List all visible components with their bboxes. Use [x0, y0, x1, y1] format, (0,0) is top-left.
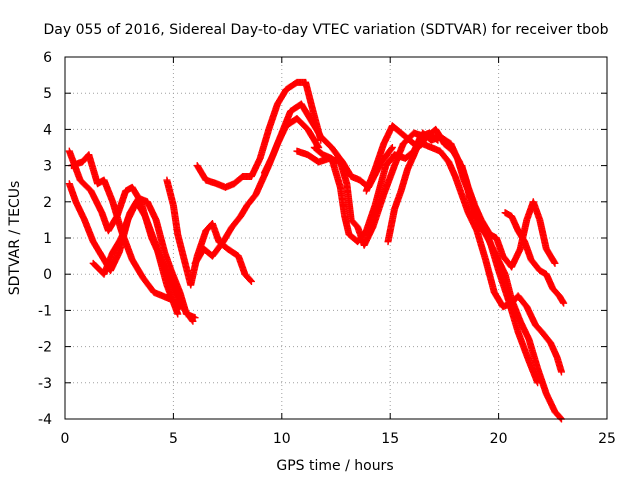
x-tick-label: 10	[273, 431, 291, 447]
y-tick-label: -2	[38, 340, 52, 356]
y-tick-label: 3	[43, 159, 52, 175]
y-axis-label: SDTVAR / TECUs	[7, 181, 23, 296]
series-track-13	[419, 140, 565, 376]
series-track-9	[293, 129, 429, 249]
y-tick-label: 1	[43, 231, 52, 247]
y-tick-label: 5	[43, 86, 52, 102]
data-point	[560, 299, 568, 307]
x-axis-label: GPS time / hours	[276, 458, 393, 474]
y-tick-label: -3	[38, 376, 52, 392]
y-tick-label: 4	[43, 122, 52, 138]
data-point	[557, 368, 565, 376]
data-point	[247, 276, 255, 284]
y-tick-label: -4	[38, 412, 52, 428]
y-tick-label: 2	[43, 195, 52, 211]
data-point	[551, 259, 559, 267]
y-tick-label: 6	[43, 50, 52, 66]
x-tick-label: 0	[61, 431, 70, 447]
series-track-4	[89, 194, 199, 322]
series-track-3	[68, 151, 184, 311]
x-tick-label: 5	[169, 431, 178, 447]
y-tick-label: -1	[38, 303, 52, 319]
chart-title: Day 055 of 2016, Sidereal Day-to-day VTE…	[43, 22, 608, 38]
series-track-12	[384, 129, 565, 423]
data-point	[191, 314, 199, 322]
data-point	[388, 144, 396, 151]
data-marks	[65, 78, 568, 423]
data-point	[247, 277, 255, 285]
data-point	[174, 310, 182, 318]
data-point	[557, 414, 565, 422]
axis-ticks: 0 5 10 15 20 25 -4 -3 -2 -1 0 1 2 3 4 5 6	[38, 50, 616, 447]
x-tick-label: 15	[381, 431, 399, 447]
series-track-15	[501, 209, 568, 307]
x-tick-label: 25	[598, 431, 616, 447]
x-tick-label: 20	[490, 431, 508, 447]
y-tick-label: 0	[43, 267, 52, 283]
data-point	[388, 145, 396, 153]
